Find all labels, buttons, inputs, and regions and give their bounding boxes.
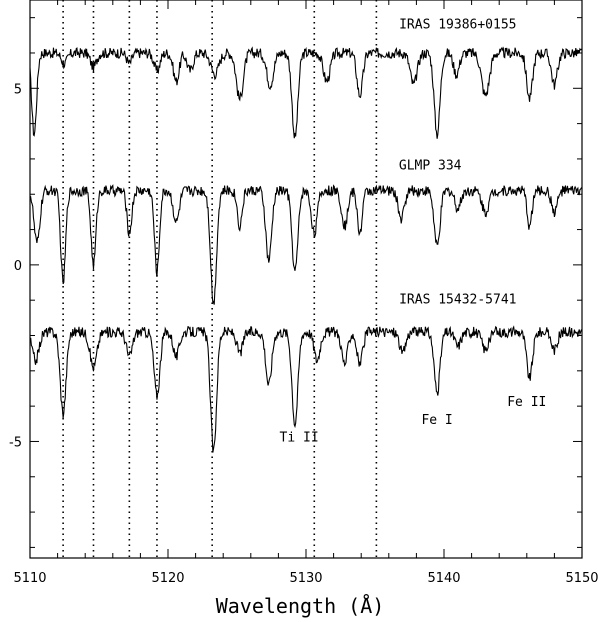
annotation-1: GLMP 334 <box>399 159 462 174</box>
y-tick-label-0: 0 <box>14 259 22 274</box>
spectra-group <box>29 46 583 453</box>
axis-ticks: 5110 5120 5130 5140 5150 -5 0 5 <box>9 0 599 586</box>
x-tick-label-5110: 5110 <box>13 571 46 586</box>
x-tick-label-5120: 5120 <box>151 571 184 586</box>
annotation-3: Ti II <box>280 430 319 445</box>
annotation-5: Fe II <box>507 395 546 410</box>
spectrum-line-2 <box>29 325 583 453</box>
y-tick-label--5: -5 <box>9 435 22 450</box>
annotation-0: IRAS 19386+0155 <box>399 17 516 32</box>
spectrum-line-1 <box>29 184 583 305</box>
x-tick-label-5140: 5140 <box>427 571 460 586</box>
x-tick-label-5150: 5150 <box>565 571 598 586</box>
annotation-4: Fe I <box>421 413 452 428</box>
x-axis-label: Wavelength (Å) <box>216 594 385 618</box>
annotations: IRAS 19386+0155 GLMP 334 IRAS 15432-5741 Ti… <box>280 17 547 445</box>
x-tick-label-5130: 5130 <box>289 571 322 586</box>
spectrum-line-0 <box>29 46 583 139</box>
vertical-marker-lines <box>62 0 378 558</box>
y-tick-label-5: 5 <box>14 82 22 97</box>
plot-frame <box>29 0 583 559</box>
annotation-2: IRAS 15432-5741 <box>399 293 516 308</box>
